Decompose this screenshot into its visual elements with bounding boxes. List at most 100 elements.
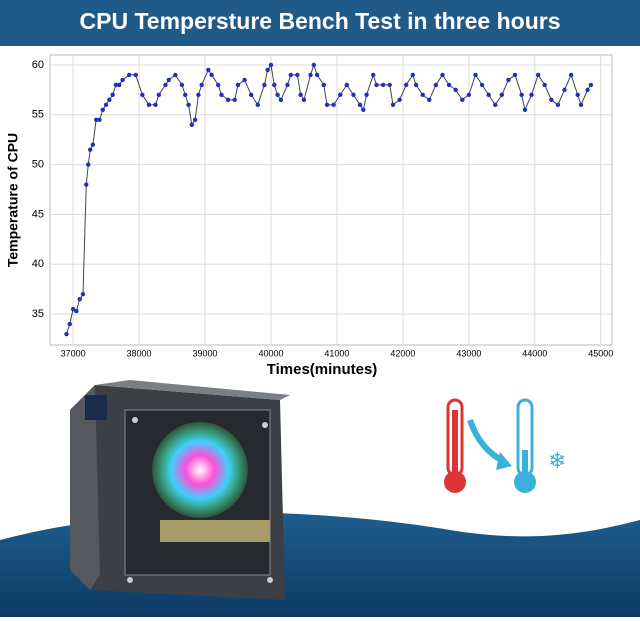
thermometer-icons: ❄ (444, 398, 566, 493)
data-point (166, 77, 171, 83)
data-point (156, 92, 162, 98)
data-point (278, 97, 284, 103)
data-point (371, 72, 376, 78)
data-point (133, 72, 138, 78)
data-point (113, 82, 119, 88)
data-point (555, 102, 561, 108)
data-point (403, 82, 409, 88)
data-point (86, 162, 91, 167)
x-tick-label: 42000 (390, 348, 415, 358)
data-point (562, 87, 567, 93)
data-point (361, 107, 366, 113)
x-tick-label: 43000 (456, 348, 481, 358)
x-tick-label: 38000 (127, 348, 152, 358)
data-point (248, 92, 254, 98)
data-point (440, 72, 445, 78)
svg-text:❄: ❄ (548, 448, 566, 473)
data-point (499, 92, 505, 98)
data-point (479, 82, 485, 88)
data-point (90, 142, 96, 147)
x-tick-label: 40000 (258, 348, 283, 358)
data-point (219, 92, 224, 98)
data-point (126, 72, 132, 78)
data-point (522, 107, 528, 113)
data-point (585, 87, 590, 93)
data-point (189, 122, 195, 127)
y-tick-label: 35 (32, 308, 44, 320)
data-point (153, 102, 158, 108)
x-axis-label: Times(minutes) (267, 361, 378, 378)
data-point (163, 82, 168, 88)
y-tick-label: 55 (32, 109, 44, 121)
data-point (420, 92, 425, 98)
data-point (331, 102, 336, 108)
data-point (519, 92, 524, 98)
data-point (84, 182, 89, 187)
data-point (196, 92, 201, 98)
product-image (70, 380, 290, 600)
data-point (588, 82, 594, 88)
data-point (549, 97, 554, 103)
data-point (314, 72, 320, 78)
data-point (64, 331, 69, 337)
data-point (473, 72, 478, 78)
data-point (255, 102, 260, 108)
data-point (100, 107, 105, 113)
data-point (568, 72, 574, 78)
data-point (364, 92, 369, 98)
x-tick-label: 39000 (192, 348, 217, 358)
data-point (295, 72, 300, 78)
data-point (542, 82, 547, 88)
data-point (232, 97, 237, 103)
data-point (120, 77, 125, 83)
data-point (344, 82, 350, 88)
data-point (512, 72, 518, 78)
data-point (413, 82, 419, 88)
x-tick-label: 37000 (61, 348, 86, 358)
data-point (242, 77, 247, 83)
data-point (268, 62, 274, 68)
data-point (93, 117, 99, 122)
data-point (311, 62, 317, 68)
data-point (209, 72, 214, 78)
data-point (578, 102, 584, 108)
data-point (103, 102, 109, 108)
data-point (308, 72, 313, 78)
data-point (285, 82, 290, 88)
data-point (179, 82, 185, 88)
data-point (351, 92, 356, 98)
y-tick-label: 50 (32, 159, 44, 171)
data-point (338, 92, 343, 98)
data-point (117, 82, 122, 88)
data-point (453, 87, 458, 93)
data-point (298, 92, 303, 98)
data-point (262, 82, 267, 88)
data-point (74, 308, 79, 314)
data-point (186, 102, 191, 108)
data-point (387, 82, 392, 88)
data-point (146, 102, 152, 108)
data-point (427, 97, 432, 103)
data-point (446, 82, 452, 88)
data-point (67, 321, 72, 327)
data-point (206, 67, 211, 73)
y-tick-label: 45 (32, 208, 44, 220)
x-tick-label: 44000 (522, 348, 547, 358)
data-point (506, 77, 511, 83)
data-point (235, 82, 241, 88)
data-point (192, 117, 198, 122)
data-point (357, 102, 363, 108)
data-point (460, 97, 465, 103)
data-point (324, 102, 330, 108)
data-point (107, 97, 112, 103)
data-point (390, 102, 396, 108)
data-point (70, 306, 76, 312)
data-point (535, 72, 541, 78)
plot-area (49, 54, 613, 346)
data-point (486, 92, 491, 98)
data-point (275, 92, 280, 98)
data-point (225, 97, 231, 103)
data-point (183, 92, 188, 98)
data-point (433, 82, 439, 88)
data-point (529, 92, 534, 98)
